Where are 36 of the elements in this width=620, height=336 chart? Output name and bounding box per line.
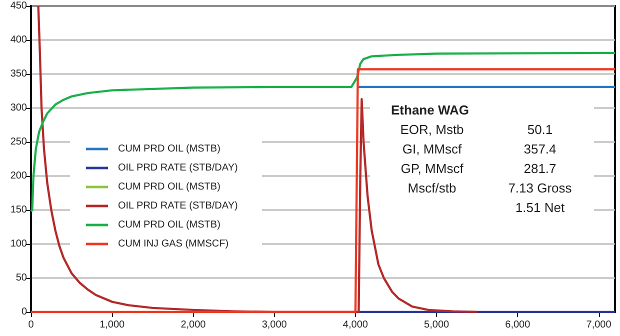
legend-label: CUM INJ GAS (MMSCF) <box>118 238 229 250</box>
y-tick-label: 200 <box>10 170 28 182</box>
x-tick-label: 2,000 <box>180 320 206 330</box>
y-tick-label: 50 <box>16 272 28 284</box>
annotation: Mscf/stb <box>408 180 456 196</box>
x-tick-label: 3,000 <box>262 320 288 330</box>
legend-label: CUM PRD OIL (MSTB) <box>118 220 220 230</box>
annotation: GP, MMscf <box>400 161 464 176</box>
annotation: 281.7 <box>524 161 556 176</box>
annotation: Ethane WAG <box>390 102 470 118</box>
x-tick-label: 0 <box>28 320 34 330</box>
legend-label: CUM PRD OIL (MSTB) <box>118 144 220 154</box>
legend-label: CUM PRD OIL (MSTB) <box>118 182 220 192</box>
line-series <box>37 4 478 314</box>
x-tick-label: 1,000 <box>100 320 126 330</box>
x-tick-label: 7,000 <box>586 320 612 330</box>
y-tick-label: 150 <box>10 204 28 216</box>
annotation: EOR, Mstb <box>400 122 464 137</box>
legend-label: OIL PRD RATE (STB/DAY) <box>118 200 238 212</box>
y-tick-label: 250 <box>10 136 28 148</box>
y-tick-label: 300 <box>10 102 28 114</box>
y-tick-label: 100 <box>10 238 28 250</box>
annotation: 1.51 Net <box>515 200 565 215</box>
y-tick-label: 350 <box>10 68 28 80</box>
y-tick-label: 450 <box>10 0 28 12</box>
x-tick-label: 5,000 <box>424 320 450 330</box>
y-tick-label: 400 <box>10 34 28 46</box>
annotation: GI, MMscf <box>402 142 462 156</box>
annotation: 50.1 <box>527 122 553 137</box>
annotation: 357.4 <box>524 142 556 156</box>
x-tick-label: 4,000 <box>342 320 368 330</box>
y-tick-label: 0 <box>21 306 28 318</box>
x-tick-label: 6,000 <box>505 320 531 330</box>
annotation: 7.13 Gross <box>508 180 572 196</box>
line-series <box>30 52 616 212</box>
legend-label: OIL PRD RATE (STB/DAY) <box>118 162 238 174</box>
